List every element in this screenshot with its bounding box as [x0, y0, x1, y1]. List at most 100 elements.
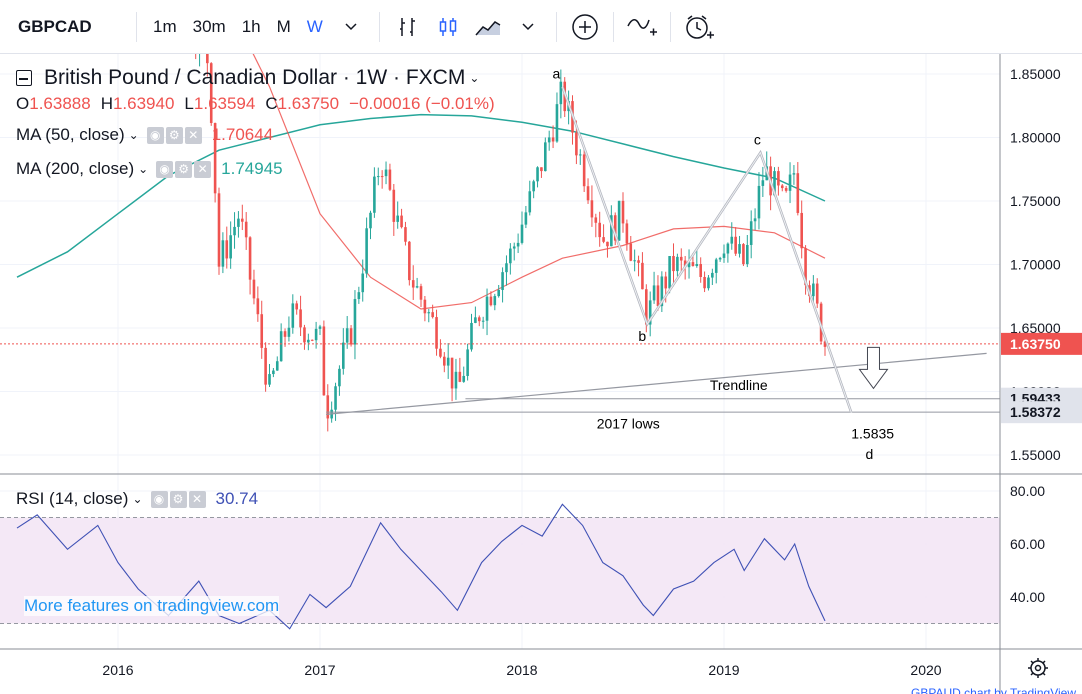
- interval-month[interactable]: M: [276, 16, 291, 36]
- candle-body: [575, 132, 578, 156]
- ma200-label[interactable]: MA (200, close): [16, 159, 135, 178]
- add-indicator-plus-icon[interactable]: [565, 7, 605, 47]
- legend-rsi: RSI (14, close) ⌄ ◉ ⚙ ✕ 30.74: [16, 489, 258, 509]
- watermark-link[interactable]: More features on tradingview.com: [24, 596, 280, 616]
- toolbar-divider: [136, 11, 137, 42]
- legend-title[interactable]: British Pound / Canadian Dollar · 1W · F…: [44, 66, 466, 89]
- area-chart-icon[interactable]: [468, 7, 508, 47]
- ma50-label[interactable]: MA (50, close): [16, 125, 125, 144]
- legend-ohlc: O1.63888 H1.63940 L1.63594 C1.63750 −0.0…: [16, 94, 505, 114]
- alert-clock-icon[interactable]: [679, 7, 719, 47]
- candle-body: [264, 347, 267, 385]
- candle-body: [353, 299, 357, 345]
- trendline[interactable]: [326, 352, 987, 415]
- legend-ma50: MA (50, close) ⌄ ◉ ⚙ ✕ 1.70644: [16, 125, 273, 145]
- candle-body: [314, 328, 318, 341]
- candle-body: [683, 260, 687, 268]
- candle-body: [555, 104, 559, 142]
- candle-body: [349, 328, 353, 345]
- ma200-eye-icon[interactable]: ◉: [156, 160, 174, 178]
- rsi-chevron-down-icon[interactable]: ⌄: [132, 492, 143, 506]
- rsi-gear-icon[interactable]: ⚙: [169, 490, 187, 508]
- interval-week[interactable]: W: [306, 16, 323, 36]
- candle-body: [734, 236, 737, 254]
- ma200-gear-icon[interactable]: ⚙: [175, 160, 193, 178]
- candle-body: [380, 176, 384, 178]
- price-tick-label: 1.70000: [1010, 257, 1061, 273]
- ma50-close-icon[interactable]: ✕: [184, 126, 202, 144]
- candle-body: [411, 280, 415, 288]
- chart-icon[interactable]: [16, 70, 32, 86]
- candle-body: [722, 253, 726, 258]
- candle-body: [439, 348, 442, 357]
- candle-body: [318, 326, 322, 329]
- candle-chart-icon[interactable]: [428, 7, 468, 47]
- candle-body: [656, 285, 660, 307]
- close-value: 1.63750: [277, 94, 340, 113]
- chart-type-chevron-down-icon[interactable]: [508, 7, 548, 47]
- candle-body: [268, 374, 271, 385]
- time-tick-label: 2016: [102, 662, 133, 678]
- candle-body: [800, 212, 803, 249]
- price-chart[interactable]: a b c d Trendline 2017 lows 1.5835 1.850…: [0, 54, 1082, 694]
- price-tick-label: 1.75000: [1010, 193, 1061, 209]
- candle-body: [777, 171, 780, 186]
- candle-body: [516, 242, 520, 247]
- rsi-eye-icon[interactable]: ◉: [150, 490, 168, 508]
- time-axis[interactable]: 2016 2017 2018 2019 2020: [102, 662, 941, 678]
- candle-body: [691, 262, 695, 267]
- candle-body: [621, 200, 625, 224]
- candle-body: [287, 327, 291, 337]
- candle-body: [466, 349, 469, 376]
- rsi-close-icon[interactable]: ✕: [188, 490, 206, 508]
- candle-body: [435, 317, 438, 349]
- trendline-label: Trendline: [710, 377, 768, 393]
- footer-credit[interactable]: GBPAUD chart by TradingView: [911, 686, 1076, 694]
- candle-body: [606, 241, 609, 247]
- candle-body: [528, 191, 532, 213]
- candle-body: [711, 272, 714, 278]
- candle-body: [272, 370, 275, 375]
- candle-body: [613, 215, 617, 241]
- low-value: 1.63594: [193, 94, 256, 113]
- toolbar-divider: [378, 11, 380, 42]
- candle-body: [761, 180, 765, 186]
- candle-body: [477, 317, 481, 322]
- close-label: C: [265, 94, 278, 113]
- candle-body: [586, 186, 590, 201]
- time-tick-label: 2018: [506, 662, 537, 678]
- down-arrow-icon[interactable]: [858, 346, 889, 390]
- rsi-label[interactable]: RSI (14, close): [16, 489, 129, 508]
- ma200-chevron-down-icon[interactable]: ⌄: [138, 162, 149, 176]
- candle-body: [446, 357, 450, 366]
- candle-body: [726, 243, 730, 254]
- price-tick-label: 1.55000: [1010, 447, 1061, 463]
- symbol-search[interactable]: GBPCAD: [18, 16, 92, 36]
- ma200-close-icon[interactable]: ✕: [194, 160, 212, 178]
- legend-chevron-down-icon[interactable]: ⌄: [469, 71, 480, 85]
- candle-body: [645, 289, 648, 325]
- candle-body: [392, 189, 396, 222]
- compare-icon[interactable]: [622, 7, 662, 47]
- candle-body: [237, 218, 240, 227]
- candle-body: [540, 167, 543, 172]
- interval-dropdown-chevron-down-icon[interactable]: [331, 7, 371, 47]
- high-label: H: [100, 94, 113, 113]
- open-label: O: [16, 94, 30, 113]
- candle-body: [474, 317, 477, 323]
- interval-1m[interactable]: 1m: [153, 16, 177, 36]
- interval-30m[interactable]: 30m: [192, 16, 226, 36]
- candle-body: [481, 320, 485, 322]
- interval-1h[interactable]: 1h: [241, 16, 261, 36]
- candle-body: [792, 173, 796, 175]
- rsi-axis[interactable]: 80.00 60.00 40.00: [1010, 483, 1045, 605]
- candle-body: [687, 262, 691, 268]
- candle-body: [520, 224, 524, 243]
- settings-gear-icon[interactable]: [1028, 658, 1048, 678]
- candle-body: [342, 342, 345, 369]
- ma50-gear-icon[interactable]: ⚙: [165, 126, 183, 144]
- bar-chart-icon[interactable]: [388, 7, 428, 47]
- ma50-eye-icon[interactable]: ◉: [146, 126, 164, 144]
- ma50-chevron-down-icon[interactable]: ⌄: [128, 128, 139, 142]
- candle-body: [388, 169, 392, 190]
